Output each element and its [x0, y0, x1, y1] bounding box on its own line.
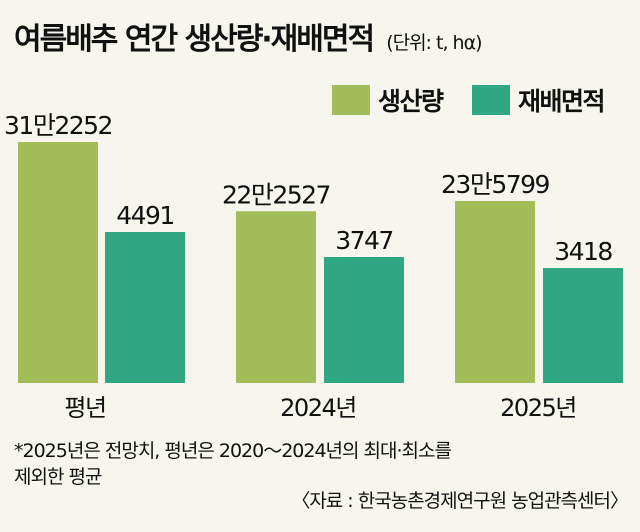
chart-title-block: 여름배추 연간 생산량·재배면적 (단위: t, hα)	[14, 14, 483, 58]
legend-swatch-production	[332, 85, 370, 115]
bar-production-2025	[455, 201, 535, 383]
category-label-normal-year: 평년	[64, 394, 105, 422]
data-label-production-normal-year: 31만2252	[4, 111, 112, 140]
bar-production-normal-year	[18, 142, 98, 383]
footnote-line-1: *2025년은 전망치, 평년은 2020～2024년의 최대·최소를	[14, 440, 452, 462]
source-note: 〈자료 : 한국농촌경제연구원 농업관측센터〉	[291, 490, 629, 512]
data-label-production-2025: 23만5799	[441, 170, 550, 199]
legend-item-production: 생산량	[332, 82, 444, 118]
unit-label: (단위: t, hα)	[386, 32, 482, 54]
bar-area-normal-year	[105, 232, 185, 383]
data-label-area-normal-year: 4491	[116, 201, 174, 230]
legend-swatch-area	[472, 85, 510, 115]
bar-area-2024	[324, 257, 404, 383]
bar-area-2025	[543, 268, 623, 383]
chart-title: 여름배추 연간 생산량·재배면적	[14, 22, 375, 57]
data-label-area-2024: 3747	[335, 226, 393, 255]
legend-item-area: 재배면적	[472, 82, 606, 118]
legend-label-production: 생산량	[378, 87, 444, 116]
data-label-production-2024: 22만2527	[222, 180, 330, 209]
data-label-area-2025: 3418	[554, 237, 612, 266]
bar-production-2024	[236, 211, 316, 383]
legend-label-area: 재배면적	[518, 87, 606, 116]
footnote-line-2: 제외한 평균	[14, 466, 102, 488]
category-label-2025: 2025년	[500, 394, 576, 422]
category-label-2024: 2024년	[280, 394, 356, 422]
